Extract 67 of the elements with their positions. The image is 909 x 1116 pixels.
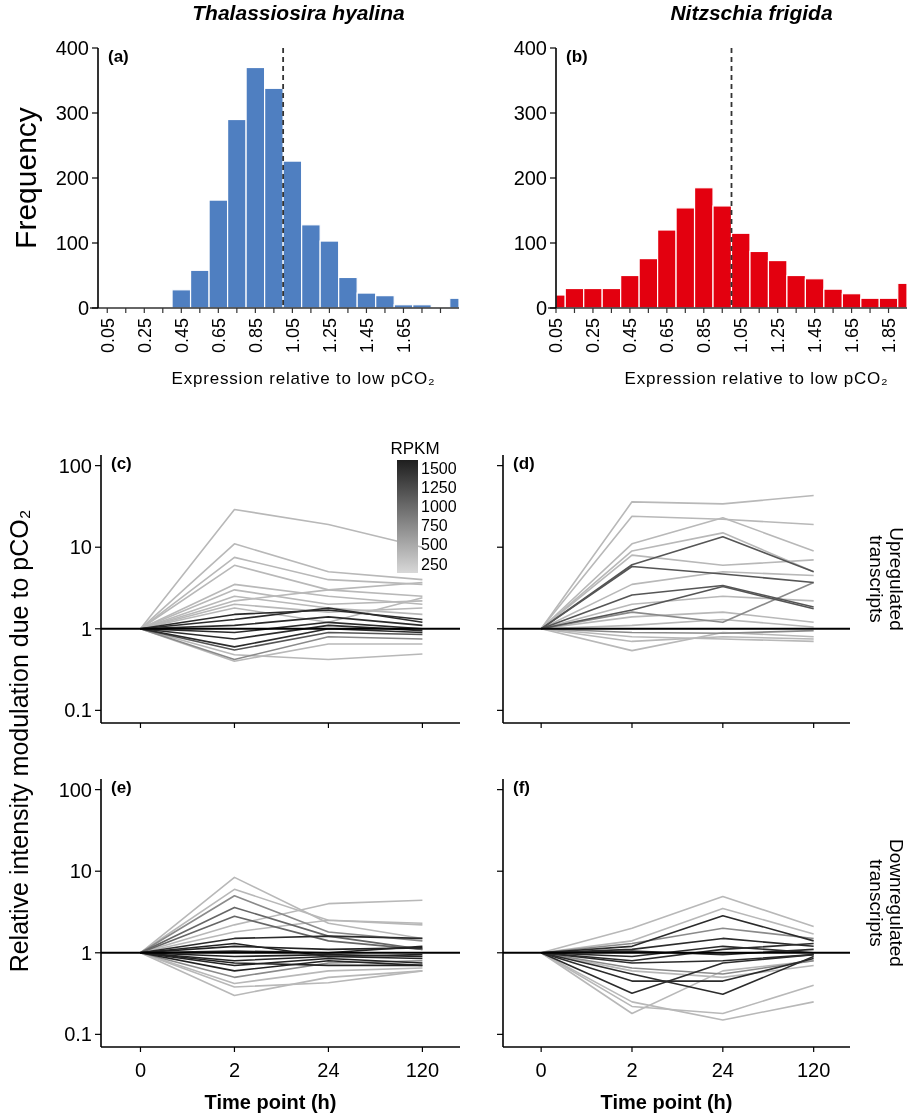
y-axis-title: Frequency: [9, 107, 42, 249]
y-tick-label: 0: [535, 297, 547, 319]
annotation: 500: [421, 536, 448, 554]
y-tick-label: 100: [513, 232, 547, 254]
x-tick-label: 1.85: [878, 318, 899, 354]
y-tick-label: 200: [513, 167, 547, 189]
x-tick-label: 1.65: [393, 318, 414, 354]
y-tick-label: 1: [80, 617, 92, 640]
text: Upregulated transcripts: [866, 527, 907, 631]
x-tick-label: 0: [134, 1059, 147, 1081]
annotation: 1500: [421, 459, 457, 477]
x-tick-label: 0.45: [620, 318, 641, 354]
x-tick-label: 0.25: [134, 318, 155, 354]
y-tick-label: 10: [69, 536, 92, 559]
color-bar-title: RPKM: [390, 439, 440, 458]
x-tick-label: 24: [317, 1059, 340, 1081]
annotation: 1250: [421, 478, 457, 496]
x-tick-label: 0.85: [694, 318, 715, 354]
x-tick-label: 0.25: [583, 318, 604, 354]
annotation: (c): [111, 454, 132, 473]
x-axis-title: Expression relative to low pCO₂: [171, 369, 436, 388]
y-tick-label: 300: [513, 102, 547, 124]
chart-title: Nitzschia frigida: [670, 1, 833, 24]
annotation: 750: [421, 517, 448, 535]
y-tick-label: 400: [513, 37, 547, 59]
y-tick-label: 100: [58, 778, 92, 801]
chart-title: Thalassiosira hyalina: [192, 1, 406, 24]
x-tick-label: 1.65: [841, 318, 862, 354]
y-tick-label: 300: [55, 102, 89, 124]
x-tick-label: 1.05: [282, 318, 303, 354]
x-tick-label: 1.05: [731, 318, 752, 354]
annotation: (d): [513, 454, 535, 473]
x-tick-label: 1.25: [767, 318, 788, 354]
x-tick-label: 2: [626, 1059, 638, 1081]
x-tick-label: 1.45: [804, 318, 825, 354]
x-tick-label: 0.05: [97, 318, 118, 354]
annotation: 250: [421, 555, 448, 573]
annotation: 1000: [421, 498, 457, 515]
x-tick-label: 1.25: [319, 318, 340, 354]
y-tick-label: 100: [55, 232, 89, 254]
y-tick-label: 400: [55, 37, 89, 59]
x-tick-label: 0.45: [171, 318, 192, 354]
x-tick-label: 0.05: [546, 318, 567, 354]
x-tick-label: 1.45: [356, 318, 377, 354]
annotation: (b): [566, 47, 588, 66]
x-tick-label: 0.65: [208, 318, 229, 354]
y-tick-label: 100: [58, 454, 92, 477]
text: Downregulated transcripts: [866, 839, 907, 967]
y-tick-label: 1: [80, 941, 92, 964]
annotation: (a): [108, 47, 129, 66]
y-tick-label: 0.1: [64, 699, 92, 722]
x-axis-title: Expression relative to low pCO₂: [624, 369, 889, 388]
annotation: (e): [111, 778, 132, 797]
x-tick-label: 120: [796, 1059, 831, 1081]
y-tick-label: 200: [55, 167, 89, 189]
x-axis-title: Time point (h): [600, 1091, 733, 1113]
x-tick-label: 0.85: [245, 318, 266, 354]
x-tick-label: 0.65: [657, 318, 678, 354]
x-tick-label: 2: [228, 1059, 241, 1081]
x-tick-label: 120: [405, 1059, 440, 1081]
y-tick-label: 0.1: [64, 1023, 92, 1046]
y-axis-title: Relative intensity modulation due to pCO₂: [5, 509, 33, 973]
y-tick-label: 0: [77, 297, 89, 319]
x-tick-label: 24: [711, 1059, 734, 1081]
y-tick-label: 10: [69, 860, 92, 883]
x-axis-title: Time point (h): [204, 1091, 337, 1113]
annotation: (f): [513, 778, 530, 797]
